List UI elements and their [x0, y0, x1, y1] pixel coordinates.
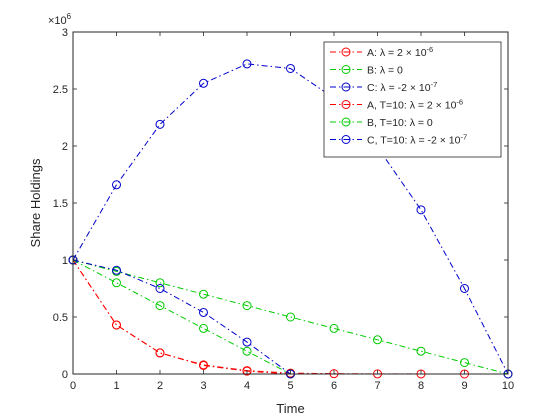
- data-point: [199, 323, 208, 333]
- x-tick-label: 7: [374, 380, 380, 392]
- x-tick-label: 0: [70, 380, 76, 392]
- legend-marker: [341, 135, 351, 144]
- legend-label-text: C, T=10: λ = -2 × 10: [367, 135, 461, 147]
- legend-marker: [341, 82, 351, 92]
- y-exponent-label: ×106: [48, 12, 72, 27]
- legend-label-exponent: -6: [427, 45, 434, 54]
- data-point: [112, 320, 121, 330]
- legend-entry: A: λ = 2 × 10-6: [330, 45, 433, 59]
- series-line: [72, 63, 509, 375]
- x-tick-label: 8: [418, 380, 424, 392]
- data-point: [460, 358, 469, 368]
- data-point: [155, 119, 165, 129]
- data-point: [329, 323, 339, 333]
- data-point: [199, 307, 208, 317]
- series-line: [72, 259, 509, 375]
- legend-label: B, T=10: λ = 0: [367, 117, 433, 129]
- data-point: [155, 301, 165, 311]
- series-line: [72, 259, 291, 375]
- x-tick-label: 6: [331, 380, 337, 392]
- data-point: [460, 284, 469, 293]
- y-exponent-base: ×10: [48, 15, 67, 27]
- data-point: [286, 63, 295, 73]
- legend-label-exponent: -7: [431, 80, 438, 89]
- x-tick-label: 5: [287, 380, 293, 392]
- legend-entry: A, T=10: λ = 2 × 10-6: [330, 98, 463, 112]
- data-point: [416, 346, 426, 356]
- y-tick-label: 3: [62, 27, 68, 39]
- y-tick-label: 1: [62, 255, 68, 267]
- legend-label-text: B, T=10: λ = 0: [367, 117, 433, 129]
- legend-marker: [341, 47, 351, 57]
- data-point: [242, 346, 252, 356]
- data-point: [155, 284, 165, 293]
- legend-marker: [341, 117, 351, 127]
- y-exponent-power: 6: [67, 12, 72, 21]
- data-point: [242, 337, 252, 347]
- data-point: [112, 180, 121, 190]
- y-tick-label: 2: [62, 141, 68, 153]
- data-point: [155, 278, 165, 288]
- legend-label-text: A: λ = 2 × 10: [367, 47, 427, 59]
- legend-label-exponent: -7: [461, 133, 468, 142]
- legend: A: λ = 2 × 10-6B: λ = 0C: λ = -2 × 10-7A…: [323, 41, 502, 158]
- legend-entry: B, T=10: λ = 0: [330, 117, 433, 129]
- legend-label-text: B: λ = 0: [367, 65, 403, 77]
- x-axis-label: Time: [276, 401, 304, 416]
- legend-label: A: λ = 2 × 10-6: [367, 45, 433, 59]
- x-tick-label: 4: [244, 380, 250, 392]
- legend-entry: C, T=10: λ = -2 × 10-7: [330, 133, 467, 147]
- data-point: [199, 78, 208, 88]
- legend-marker: [341, 100, 351, 109]
- data-point: [112, 265, 121, 275]
- data-point: [373, 335, 382, 345]
- x-tick-label: 2: [157, 380, 163, 392]
- x-tick-label: 3: [200, 380, 206, 392]
- legend-label-text: C: λ = -2 × 10: [367, 82, 431, 94]
- x-tick-label: 9: [461, 380, 467, 392]
- x-tick-label: 10: [502, 380, 514, 392]
- data-point: [242, 59, 252, 69]
- legend-label: C, T=10: λ = -2 × 10-7: [367, 133, 467, 147]
- y-tick-label: 0.5: [53, 312, 68, 324]
- data-point: [416, 205, 426, 215]
- legend-entry: B: λ = 0: [330, 65, 403, 77]
- legend-marker: [341, 65, 351, 74]
- series-line: [72, 259, 291, 375]
- data-point: [199, 360, 208, 370]
- legend-label-exponent: -6: [456, 98, 463, 107]
- data-point: [155, 348, 165, 358]
- y-tick-label: 1.5: [53, 198, 68, 210]
- x-tick-label: 1: [113, 380, 119, 392]
- y-tick-label: 2.5: [53, 84, 68, 96]
- legend-entry: C: λ = -2 × 10-7: [330, 80, 437, 94]
- ticks-layer: 0 1 2 3 4 5 6 7 8 9 10 0 0.5 1 1.5 2 2.5 3: [53, 27, 514, 392]
- legend-entries: A: λ = 2 × 10-6B: λ = 0C: λ = -2 × 10-7A…: [330, 45, 467, 147]
- data-point: [199, 289, 208, 299]
- legend-label-text: A, T=10: λ = 2 × 10: [367, 100, 457, 112]
- data-point: [242, 301, 252, 311]
- legend-label: B: λ = 0: [367, 65, 403, 77]
- series-line: [72, 259, 291, 375]
- legend-label: A, T=10: λ = 2 × 10-6: [367, 98, 463, 112]
- data-point: [286, 312, 295, 322]
- legend-box: [323, 41, 502, 158]
- y-axis-label: Share Holdings: [28, 158, 43, 247]
- data-point: [112, 278, 121, 288]
- legend-label: C: λ = -2 × 10-7: [367, 80, 437, 94]
- data-point: [242, 366, 252, 376]
- y-tick-label: 0: [62, 369, 68, 381]
